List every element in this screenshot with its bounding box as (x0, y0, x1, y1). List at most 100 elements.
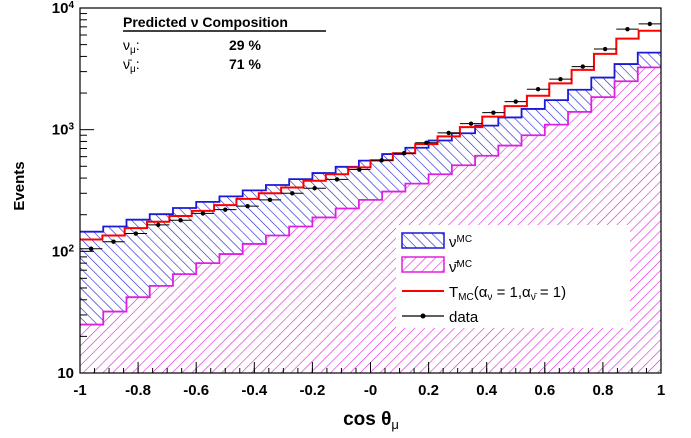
annotation-row-nu-label: νμ: (123, 37, 140, 56)
data-point (245, 203, 250, 209)
data-point (334, 177, 340, 182)
annotation-row-nubar-label: ν̄μ: (123, 56, 140, 75)
x-tick-label: -0.4 (241, 382, 268, 399)
nubar-mc-bin (312, 217, 336, 373)
nu-mc-bin (80, 231, 104, 325)
data-point (602, 46, 608, 52)
nubar-mc-bin (103, 311, 127, 373)
y-tick-label: 102 (52, 243, 75, 261)
annotation-row-nu-value: 29 % (229, 37, 261, 53)
data-point (178, 218, 183, 223)
nubar-mc-bin (149, 285, 173, 373)
x-tick-label: 0.6 (534, 382, 555, 399)
nubar-mc-bin (335, 208, 359, 373)
nu-mc-bin (265, 184, 290, 236)
legend-label-nubar-mc: ν̄MC (449, 259, 472, 277)
nu-mc-bin (149, 214, 173, 286)
data-point (513, 99, 518, 104)
nu-mc-bin (544, 100, 569, 125)
data-point (401, 151, 407, 156)
legend-label-data: data (449, 309, 479, 326)
x-axis-label-subscript: μ (391, 417, 399, 432)
data-point (647, 21, 653, 27)
x-tick-label: 0.4 (476, 382, 498, 399)
data-point (133, 231, 139, 236)
x-tick-label: -1 (73, 382, 86, 399)
nu-mc-bin (521, 108, 545, 136)
x-tick-label: 1 (657, 382, 665, 399)
x-tick-label: -0 (364, 382, 377, 399)
nu-mc-bin (382, 154, 406, 192)
data-point (625, 26, 630, 32)
x-tick-label: -0.2 (299, 382, 325, 399)
nu-mc-bin (498, 117, 522, 146)
x-tick-label: 0.8 (592, 382, 613, 399)
nu-mc-bin (335, 166, 359, 209)
total-mc-line (80, 29, 661, 241)
annotation-row-nubar-value: 71 % (229, 56, 261, 72)
nu-mc-bin (568, 89, 592, 112)
nu-mc-bin (451, 133, 476, 166)
nu-mc-bin (358, 160, 383, 200)
data-point (290, 191, 295, 196)
nu-mc-bin (103, 226, 127, 312)
data-point (267, 197, 273, 203)
nubar-mc-bin (196, 263, 220, 373)
x-axis-label: cos θμ (343, 409, 399, 432)
data-point (357, 167, 362, 172)
y-tick-label: 103 (52, 121, 75, 139)
nubar-mc-bin (219, 254, 243, 373)
x-tick-label: 0.2 (418, 382, 439, 399)
composition-annotation: Predicted ν Composition νμ: 29 % ν̄μ: 71… (123, 14, 326, 75)
nubar-mc-bin (358, 199, 383, 373)
data-point (491, 110, 496, 115)
data-point (88, 246, 94, 251)
legend: νMC ν̄MC TMC(αν = 1,αν̄ = 1) data (396, 225, 630, 328)
nu-mc-bin (428, 140, 452, 175)
nu-mc-bin (475, 125, 499, 156)
legend-swatch-nubar-mc (401, 256, 445, 273)
nu-mc-bin (312, 173, 336, 218)
legend-entry-total-mc: TMC(αν = 1,αν̄ = 1) (402, 284, 566, 303)
data-point (312, 186, 317, 191)
nubar-mc-bin (126, 297, 150, 373)
data-point (468, 121, 474, 126)
nu-mc-bin (126, 219, 150, 298)
data-point (446, 130, 451, 136)
nu-mc-bin (614, 64, 638, 82)
data-point (535, 87, 541, 92)
x-tick-label: -0.6 (183, 382, 209, 399)
x-tick-label: -0.8 (125, 382, 151, 399)
nu-mc-bin (289, 179, 313, 227)
data-point (558, 76, 563, 82)
nu-mc-bin (591, 77, 615, 98)
legend-entry-nubar-mc: ν̄MC (401, 256, 472, 277)
nu-mc-bin (242, 190, 266, 244)
data-point (424, 140, 429, 145)
nu-mc-bin (405, 147, 429, 184)
nubar-mc-outline (80, 66, 661, 326)
legend-label-total-mc: TMC(αν = 1,αν̄ = 1) (449, 284, 566, 303)
legend-swatch-nu-mc (401, 232, 445, 249)
data-point (580, 64, 585, 69)
nubar-mc-bin (289, 226, 313, 373)
annotation-title: Predicted ν Composition (123, 14, 288, 30)
y-tick-label: 104 (52, 0, 75, 17)
data-point (200, 211, 206, 216)
nubar-mc-bin (80, 324, 104, 373)
nu-mc-bin (637, 52, 661, 68)
axis-ticks: -1 -0.8 -0.6 -0.4 -0.2 -0 0.2 0.4 0.6 0.8 1 10 102 10… (52, 0, 665, 399)
nubar-mc-bin (265, 235, 290, 373)
nubar-mc-bin (242, 243, 266, 373)
y-tick-label: 10 (57, 365, 74, 382)
data-point (156, 222, 161, 228)
data-point (111, 239, 116, 244)
legend-swatch-data-marker (420, 313, 426, 319)
legend-entry-data: data (402, 309, 479, 326)
data-point (223, 207, 228, 212)
y-axis-label: Events (11, 161, 28, 210)
nu-mc-bin (172, 208, 197, 275)
legend-entry-nu-mc: νMC (401, 232, 472, 252)
legend-label-nu-mc: νMC (449, 234, 472, 252)
